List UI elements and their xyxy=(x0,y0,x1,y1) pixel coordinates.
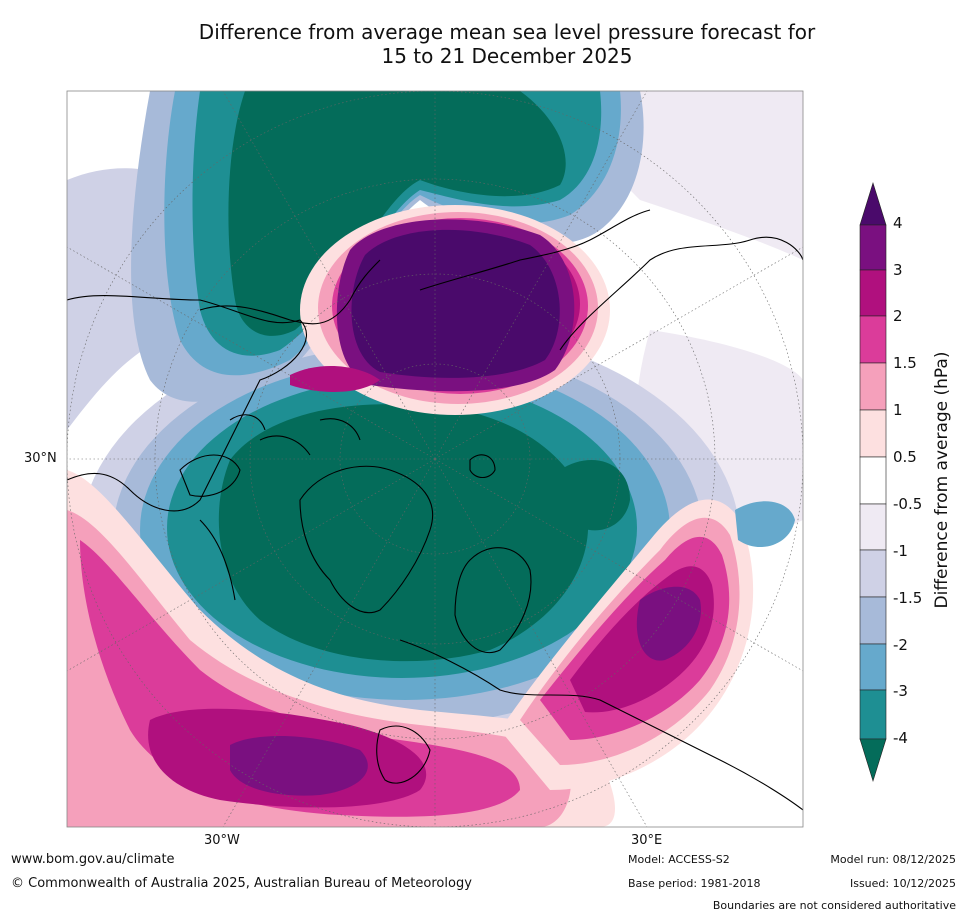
negative-anomaly-core-arctic xyxy=(218,404,589,662)
colorbar-bin-m1.5-m1 xyxy=(859,549,887,598)
coastlines xyxy=(67,209,803,811)
meridian-60e xyxy=(434,458,803,672)
meridian-150w xyxy=(222,91,436,460)
colorbar-tick-label: 1.5 xyxy=(893,354,917,372)
meridian-150e xyxy=(434,91,648,460)
meridian-30e xyxy=(434,458,648,827)
coastline-iberia xyxy=(376,725,431,784)
coastline-canadian-archipelago xyxy=(229,414,361,456)
colorbar-bin-2-3 xyxy=(859,269,887,317)
meridian-30w xyxy=(222,458,436,827)
colorbar-tick-label: 0.5 xyxy=(893,448,917,466)
colorbar-bin-m4-m3 xyxy=(859,689,887,740)
footer-base-period: Base period: 1981-2018 xyxy=(628,877,761,890)
coastline-hudson-bay xyxy=(179,454,241,497)
negative-anomaly-caspian-outer xyxy=(735,501,795,548)
colorbar-bin-3-4 xyxy=(859,224,887,271)
footer-disclaimer: Boundaries are not considered authoritat… xyxy=(712,899,956,912)
meridian-60w xyxy=(67,458,436,672)
coastline-north-america-east xyxy=(199,519,236,601)
positive-anomaly-atlantic-3 xyxy=(230,735,368,796)
footer-issued: Issued: 10/12/2025 xyxy=(849,877,956,890)
colorbar-title: Difference from average (hPa) xyxy=(932,351,952,609)
footer-url: www.bom.gov.au/climate xyxy=(11,852,175,867)
footer-model-run: Model run: 08/12/2025 xyxy=(830,853,956,866)
map-panel xyxy=(67,91,803,827)
graticule xyxy=(67,91,803,827)
colorbar-extend-max xyxy=(859,181,887,226)
meridian-120e xyxy=(434,246,803,460)
colorbar-tick-label: 2 xyxy=(893,307,903,325)
positive-anomaly-europe-3 xyxy=(636,586,701,661)
longitude-label-30e: 30°E xyxy=(631,833,663,848)
colorbar-bin-m1-m0.5 xyxy=(859,503,887,551)
map-frame xyxy=(66,90,804,828)
colorbar-tick-label: -1.5 xyxy=(893,589,923,607)
positive-anomaly-siberia-4 xyxy=(351,229,560,378)
latitude-label-30n: 30°N xyxy=(24,451,57,466)
colorbar-tick-label: 1 xyxy=(893,401,903,419)
coastline-svalbard xyxy=(469,454,496,479)
coastline-scandinavia xyxy=(454,547,532,654)
coastline-greenland xyxy=(299,465,434,614)
chart-title: Difference from average mean sea level p… xyxy=(0,20,965,68)
colorbar-bin-m2-m1.5 xyxy=(859,596,887,645)
colorbar xyxy=(859,181,887,783)
footer-model: Model: ACCESS-S2 xyxy=(628,853,730,866)
meridian-120w xyxy=(67,246,436,460)
coastline-north-america xyxy=(67,295,307,512)
negative-anomaly-core-europe xyxy=(560,460,630,531)
colorbar-bin-0.5-1 xyxy=(859,409,887,458)
latitude-circle-80 xyxy=(339,363,531,555)
colorbar-bin-neutral xyxy=(859,456,887,505)
footer-copyright: © Commonwealth of Australia 2025, Austra… xyxy=(11,876,472,891)
colorbar-bin-1.5-2 xyxy=(859,315,887,364)
colorbar-tick-label: -1 xyxy=(893,542,908,560)
colorbar-tick-label: 4 xyxy=(893,214,903,232)
longitude-label-30w: 30°W xyxy=(204,833,240,848)
positive-anomaly-siberia-tail xyxy=(290,365,380,392)
colorbar-tick-label: -0.5 xyxy=(893,495,923,513)
coastline-siberia xyxy=(559,236,803,351)
coastline-asia-north xyxy=(419,209,651,291)
colorbar-tick-label: -3 xyxy=(893,682,908,700)
title-line-1: Difference from average mean sea level p… xyxy=(198,20,816,44)
colorbar-tick-label: -4 xyxy=(893,729,908,747)
colorbar-tick-label: 3 xyxy=(893,261,903,279)
coastline-alaska xyxy=(199,259,381,325)
colorbar-extend-min xyxy=(859,738,887,783)
title-line-2: 15 to 21 December 2025 xyxy=(381,44,633,68)
colorbar-tick-label: -2 xyxy=(893,636,908,654)
coastline-europe xyxy=(399,639,803,811)
colorbar-bin-m3-m2 xyxy=(859,643,887,691)
colorbar-bin-1-1.5 xyxy=(859,362,887,411)
